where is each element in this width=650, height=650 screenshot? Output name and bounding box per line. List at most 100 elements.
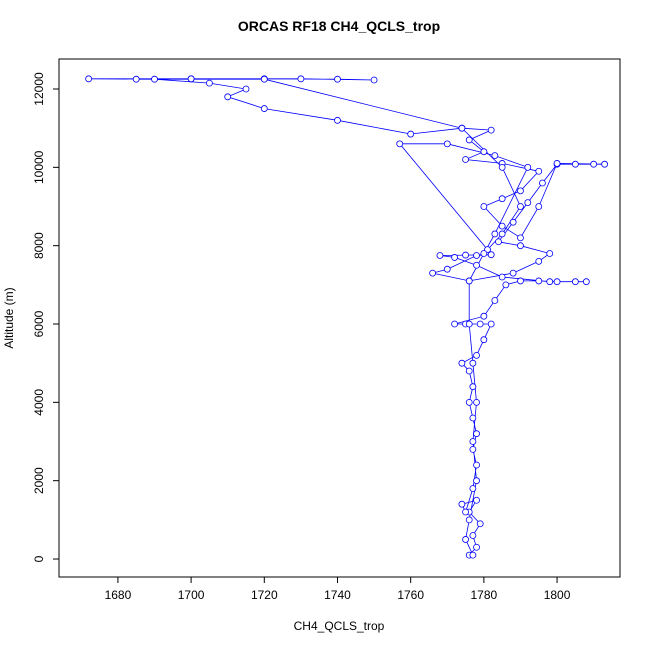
y-tick-label: 8000 — [32, 232, 46, 259]
y-tick-label: 4000 — [32, 389, 46, 416]
data-point — [502, 281, 510, 289]
data-point — [462, 156, 469, 163]
x-tick-label: 1740 — [324, 588, 351, 602]
data-point — [535, 257, 543, 265]
data-point — [443, 140, 451, 148]
data-point — [443, 265, 451, 273]
data-point — [553, 278, 561, 286]
data-point — [465, 398, 473, 406]
data-point — [517, 277, 524, 285]
data-point — [517, 234, 524, 242]
data-point — [465, 516, 473, 524]
data-point — [260, 105, 268, 112]
y-axis-label: Altitude (m) — [2, 287, 16, 348]
x-tick-label: 1760 — [397, 588, 424, 602]
data-point — [498, 273, 506, 281]
data-point — [469, 485, 477, 492]
data-point — [546, 278, 554, 286]
data-point — [582, 278, 590, 286]
data-point — [509, 269, 517, 277]
data-point — [407, 130, 415, 138]
data-point — [132, 75, 140, 83]
data-point — [480, 148, 488, 156]
data-point — [480, 336, 488, 344]
data-point — [487, 126, 495, 134]
data-point — [524, 199, 532, 206]
data-point — [539, 179, 546, 187]
data-point — [491, 152, 499, 159]
data-point — [498, 163, 506, 171]
data-point — [498, 222, 506, 230]
data-point — [458, 124, 466, 132]
data-point — [224, 93, 232, 101]
data-point — [465, 136, 473, 144]
x-tick-label: 1800 — [544, 588, 571, 602]
data-point — [517, 242, 524, 250]
y-tick-label: 0 — [32, 555, 46, 562]
data-point — [85, 75, 93, 83]
data-point — [473, 461, 480, 469]
data-point — [535, 277, 543, 285]
data-point — [487, 251, 495, 259]
data-point — [473, 398, 480, 406]
data-point — [334, 75, 341, 83]
data-point — [465, 320, 473, 328]
chart-title: ORCAS RF18 CH4_QCLS_trop — [238, 18, 440, 34]
x-tick-label: 1780 — [471, 588, 498, 602]
data-point — [458, 500, 466, 508]
data-point — [334, 116, 341, 124]
data-point — [473, 252, 480, 259]
data-point — [206, 79, 213, 87]
data-point — [553, 160, 561, 167]
data-point — [473, 543, 480, 551]
data-point — [469, 438, 477, 445]
data-point — [517, 203, 524, 210]
data-point — [473, 351, 480, 359]
data-point — [590, 160, 598, 168]
data-point — [571, 160, 579, 168]
data-point — [429, 269, 437, 277]
plot-frame — [58, 58, 621, 578]
data-point — [260, 75, 268, 83]
x-axis-label: CH4_QCLS_trop — [294, 619, 385, 633]
y-tick-label: 6000 — [32, 310, 46, 337]
data-point — [465, 277, 473, 285]
data-point — [469, 445, 477, 453]
data-point — [473, 477, 480, 485]
data-point — [458, 359, 466, 367]
data-point — [469, 532, 477, 539]
x-tick-label: 1680 — [105, 588, 132, 602]
data-point — [535, 167, 543, 175]
data-point — [370, 76, 378, 84]
data-point — [535, 203, 543, 210]
x-tick-label: 1720 — [251, 588, 278, 602]
x-tick-label: 1700 — [178, 588, 205, 602]
data-point — [436, 252, 444, 259]
data-point — [469, 383, 477, 391]
data-point — [517, 187, 524, 195]
data-point — [601, 160, 609, 168]
data-point — [242, 85, 250, 93]
data-point — [473, 261, 480, 269]
data-point — [462, 508, 469, 516]
data-point — [396, 140, 404, 148]
data-point — [491, 230, 499, 238]
data-point — [465, 367, 473, 375]
data-point — [495, 238, 502, 246]
data-point — [469, 551, 477, 559]
data-point — [451, 254, 458, 261]
data-point — [469, 359, 477, 367]
y-tick-label: 12000 — [32, 72, 46, 106]
data-point — [473, 496, 480, 504]
data-point — [469, 414, 477, 422]
data-point — [498, 195, 506, 203]
data-point — [524, 163, 532, 171]
data-point — [187, 75, 195, 83]
data-point — [151, 75, 158, 83]
data-point — [480, 203, 488, 210]
data-point — [462, 536, 469, 543]
data-point — [487, 320, 495, 328]
data-point — [297, 75, 305, 83]
